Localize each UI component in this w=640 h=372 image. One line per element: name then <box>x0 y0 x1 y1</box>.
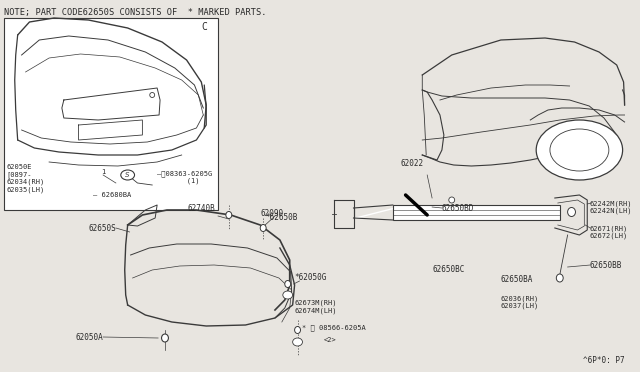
Text: 62242M(RH)
62242N(LH): 62242M(RH) 62242N(LH) <box>589 200 632 214</box>
Text: S: S <box>125 172 130 178</box>
Text: —Ⓝ08363-6205G
       (1): —Ⓝ08363-6205G (1) <box>157 170 212 184</box>
Bar <box>4 18 218 210</box>
Ellipse shape <box>550 129 609 171</box>
Text: 62740B: 62740B <box>188 204 215 213</box>
Text: 62671(RH)
62672(LH): 62671(RH) 62672(LH) <box>589 225 627 239</box>
Text: NOTE; PART CODE62650S CONSISTS OF  * MARKED PARTS.: NOTE; PART CODE62650S CONSISTS OF * MARK… <box>4 8 266 17</box>
Ellipse shape <box>150 93 155 97</box>
Ellipse shape <box>568 208 575 217</box>
Ellipse shape <box>294 327 301 334</box>
Text: ^6P*0: P7: ^6P*0: P7 <box>583 356 625 365</box>
Text: C: C <box>202 22 207 32</box>
Text: 62022: 62022 <box>401 159 424 168</box>
Ellipse shape <box>260 224 266 231</box>
Text: 62650S: 62650S <box>88 224 116 232</box>
Ellipse shape <box>536 120 623 180</box>
Text: *62050G: *62050G <box>294 273 327 282</box>
Text: 62650BB: 62650BB <box>589 260 621 269</box>
Text: 62650BA: 62650BA <box>501 276 533 285</box>
Text: 62036(RH)
62037(LH): 62036(RH) 62037(LH) <box>501 295 539 309</box>
Ellipse shape <box>285 280 291 288</box>
Text: *62650B: *62650B <box>265 213 298 222</box>
Ellipse shape <box>283 291 292 299</box>
Text: 62090: 62090 <box>260 208 284 218</box>
Ellipse shape <box>121 170 134 180</box>
Text: 1: 1 <box>101 169 105 175</box>
Ellipse shape <box>449 197 454 203</box>
Bar <box>393 205 560 220</box>
Ellipse shape <box>161 334 168 342</box>
Text: — 62680BA: — 62680BA <box>93 192 132 198</box>
Text: 62650BC: 62650BC <box>432 266 465 275</box>
Text: 62650BD: 62650BD <box>442 203 474 212</box>
Ellipse shape <box>292 338 303 346</box>
Text: <2>: <2> <box>324 337 337 343</box>
Text: * Ⓝ 08566-6205A: * Ⓝ 08566-6205A <box>303 325 366 331</box>
Text: 62050E
[0897-
62034(RH)
62035(LH): 62050E [0897- 62034(RH) 62035(LH) <box>7 164 45 193</box>
Ellipse shape <box>226 212 232 218</box>
Text: 62673M(RH)
62674M(LH): 62673M(RH) 62674M(LH) <box>294 300 337 314</box>
Ellipse shape <box>556 274 563 282</box>
Text: 62050A: 62050A <box>76 333 103 341</box>
